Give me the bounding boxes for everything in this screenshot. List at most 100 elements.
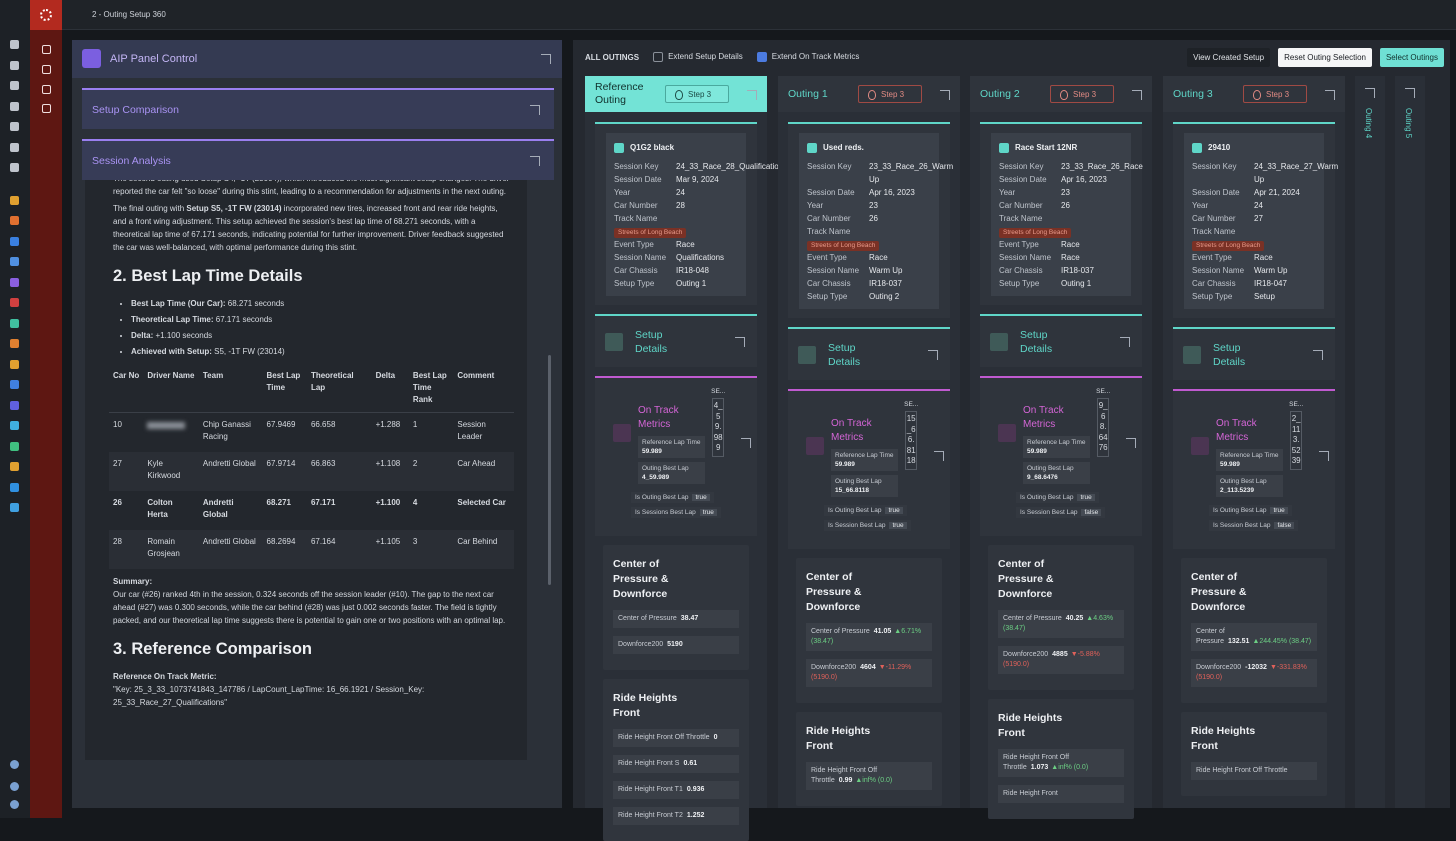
metrics-title: On Track Metrics — [831, 418, 872, 443]
expand-button[interactable] — [1313, 350, 1323, 360]
setup-details: Setup Details — [595, 314, 757, 367]
rail-icon[interactable] — [10, 421, 19, 430]
rail-icon[interactable] — [10, 257, 19, 266]
expand-button[interactable] — [1325, 90, 1335, 100]
field: Track Name Streets of Long Beach — [1192, 225, 1316, 251]
button[interactable]: Reset Outing Selection — [1278, 47, 1372, 67]
checkbox[interactable]: Extend On Track Metrics — [751, 52, 859, 62]
rail-icon[interactable] — [10, 101, 19, 111]
rail-icon[interactable] — [10, 318, 19, 328]
outing-best-label: Outing Best Lap — [835, 478, 882, 485]
rail-icon[interactable] — [10, 380, 19, 389]
app-logo[interactable] — [30, 0, 62, 30]
field-value: Race — [1254, 253, 1273, 262]
rail-icon[interactable] — [10, 359, 19, 369]
field-label: Track Name — [614, 214, 658, 223]
expand-button[interactable] — [1365, 88, 1375, 98]
nav-icon[interactable] — [42, 65, 51, 74]
text-bold: Setup S5, -1T FW (23014) — [186, 204, 282, 213]
step-button[interactable]: Step 3 — [1243, 85, 1307, 103]
expand-button[interactable] — [747, 90, 757, 100]
rail-icon[interactable] — [10, 800, 19, 809]
field-value: 26 — [1061, 201, 1070, 210]
field-value: 26 — [869, 214, 878, 223]
step-button[interactable]: Step 3 — [858, 85, 922, 103]
scrollbar[interactable] — [548, 355, 551, 585]
expand-button[interactable] — [934, 451, 944, 461]
metric-label: Center of Pressure — [811, 628, 870, 635]
field: Session Name Warm Up — [807, 264, 931, 277]
expand-button[interactable] — [1132, 90, 1142, 100]
rail-icon[interactable] — [10, 441, 19, 451]
rail-icon[interactable] — [10, 503, 19, 512]
rail-icon[interactable] — [10, 122, 19, 131]
nav-icon[interactable] — [42, 104, 51, 113]
nav-icon[interactable] — [42, 45, 51, 54]
rail-icon[interactable] — [10, 142, 19, 152]
expand-button[interactable] — [1126, 438, 1136, 448]
rail-icon[interactable] — [10, 462, 19, 471]
pressure-card: Center of Pressure & Downforce Center of … — [1181, 558, 1327, 703]
rail-icon[interactable] — [10, 782, 19, 791]
rail-icon[interactable] — [10, 760, 19, 769]
metrics-grid: On Track Metrics Reference Lap Time 59.989… — [796, 401, 944, 501]
field-value: 23_33_Race_26_Warm Up — [869, 162, 954, 184]
metric-label: Ride Height Front Off Throttle — [1003, 754, 1070, 771]
column-header: SE... — [711, 388, 726, 395]
expand-button[interactable] — [940, 90, 950, 100]
section[interactable]: Session Analysis — [82, 139, 554, 180]
rail-icon[interactable] — [10, 40, 19, 49]
rail-icon[interactable] — [10, 482, 19, 492]
button[interactable]: View Created Setup — [1187, 47, 1271, 67]
track-tag: Streets of Long Beach — [1192, 241, 1265, 251]
rail-icon[interactable] — [10, 163, 19, 172]
expand-button[interactable] — [530, 156, 540, 166]
session-title: 29410 — [1192, 141, 1316, 154]
rail-icon[interactable] — [10, 81, 19, 90]
collapsed-outing[interactable]: Outing 4 — [1355, 76, 1385, 808]
field-label: Event Type — [1192, 253, 1232, 262]
card-title: Center of Pressure & Downforce — [806, 571, 862, 613]
outing-body: Used reds. Session Key 23_33_Race_26_Warm … — [778, 112, 960, 806]
rail-icon[interactable] — [10, 60, 19, 70]
setup-icon — [990, 332, 1008, 351]
nav-icon[interactable] — [42, 85, 51, 94]
field: Session Key 23_33_Race_26_Race — [999, 160, 1143, 173]
ref-lap-value: 59.989 — [1220, 461, 1240, 468]
paragraph: "Key: 25_3_33_1073741843_147786 / LapCou… — [113, 684, 425, 707]
expand-button[interactable] — [1319, 451, 1329, 461]
ref-lap: Reference Lap Time 59.989 — [1023, 436, 1091, 458]
collapsed-outing[interactable]: Outing 5 — [1395, 76, 1425, 808]
expand-button[interactable] — [530, 105, 540, 115]
blurred-name — [147, 422, 186, 429]
rail-icon[interactable] — [10, 298, 19, 307]
expand-button[interactable] — [741, 438, 751, 448]
rail-icon[interactable] — [10, 195, 19, 205]
rail-icon[interactable] — [10, 216, 19, 225]
field-value: 24_33_Race_27_Warm Up — [1254, 162, 1339, 184]
metric: Ride Height Front Off Throttle1.073inf% … — [998, 749, 1124, 777]
setup-title: Setup Details — [1213, 341, 1246, 368]
expand-button[interactable] — [1120, 337, 1130, 347]
metric-value: -12032 — [1245, 664, 1267, 671]
field-label: Car Number — [1192, 214, 1236, 223]
expand-button[interactable] — [735, 337, 745, 347]
section[interactable]: Setup Comparison — [82, 88, 554, 129]
rail-icon[interactable] — [10, 277, 19, 287]
table-cell: 68.271 — [266, 497, 291, 507]
step-button[interactable]: Step 3 — [665, 85, 729, 103]
expand-button[interactable] — [1405, 88, 1415, 98]
flag-value: false — [1081, 509, 1102, 516]
metrics-main: On Track Metrics Reference Lap Time 59.989… — [1023, 388, 1091, 488]
step-button[interactable]: Step 3 — [1050, 85, 1114, 103]
button[interactable]: Select Outings — [1379, 47, 1444, 67]
metrics-icon — [998, 424, 1016, 442]
rail-icon[interactable] — [10, 339, 19, 348]
checkbox[interactable]: Extend Setup Details — [647, 52, 743, 62]
collapse-button[interactable] — [541, 54, 551, 64]
flag-label: Is Session Best Lap — [828, 522, 886, 529]
rail-icon[interactable] — [10, 236, 19, 246]
rail-icon[interactable] — [10, 400, 19, 410]
expand-button[interactable] — [928, 350, 938, 360]
